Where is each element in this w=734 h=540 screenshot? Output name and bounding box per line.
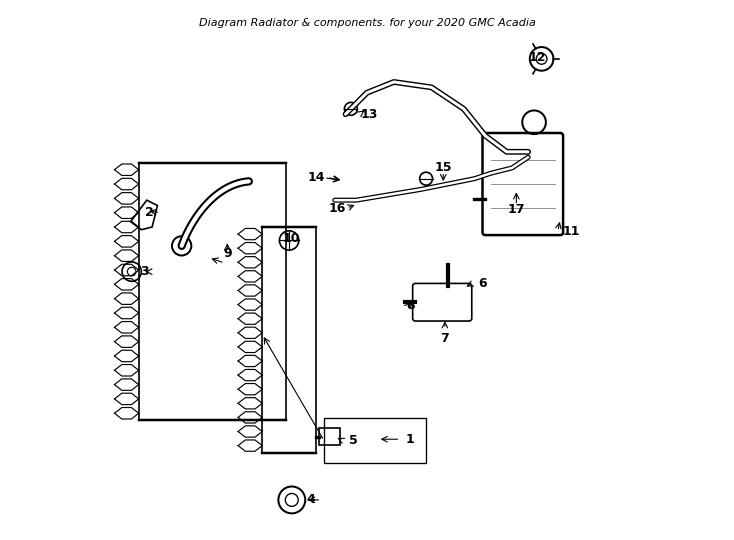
Text: 13: 13	[361, 107, 378, 121]
Bar	[319, 428, 340, 444]
Text: 8: 8	[407, 300, 415, 313]
Text: 15: 15	[435, 161, 452, 174]
Text: 12: 12	[528, 51, 546, 64]
Text: 4: 4	[306, 494, 315, 507]
Text: 10: 10	[283, 232, 300, 245]
Text: 1: 1	[406, 433, 415, 446]
Text: 14: 14	[308, 171, 324, 184]
Text: 3: 3	[139, 265, 148, 278]
Text: Diagram Radiator & components. for your 2020 GMC Acadia: Diagram Radiator & components. for your …	[199, 17, 535, 28]
Bar	[262, 227, 316, 453]
Bar	[139, 163, 286, 421]
Text: 17: 17	[508, 204, 525, 217]
Text: 16: 16	[329, 202, 346, 215]
Bar	[324, 418, 426, 463]
Text: 9: 9	[223, 247, 232, 260]
Text: 5: 5	[349, 434, 358, 447]
Text: 11: 11	[562, 225, 580, 238]
Text: 6: 6	[478, 277, 487, 290]
Text: 7: 7	[440, 332, 449, 345]
Text: 2: 2	[145, 206, 154, 219]
